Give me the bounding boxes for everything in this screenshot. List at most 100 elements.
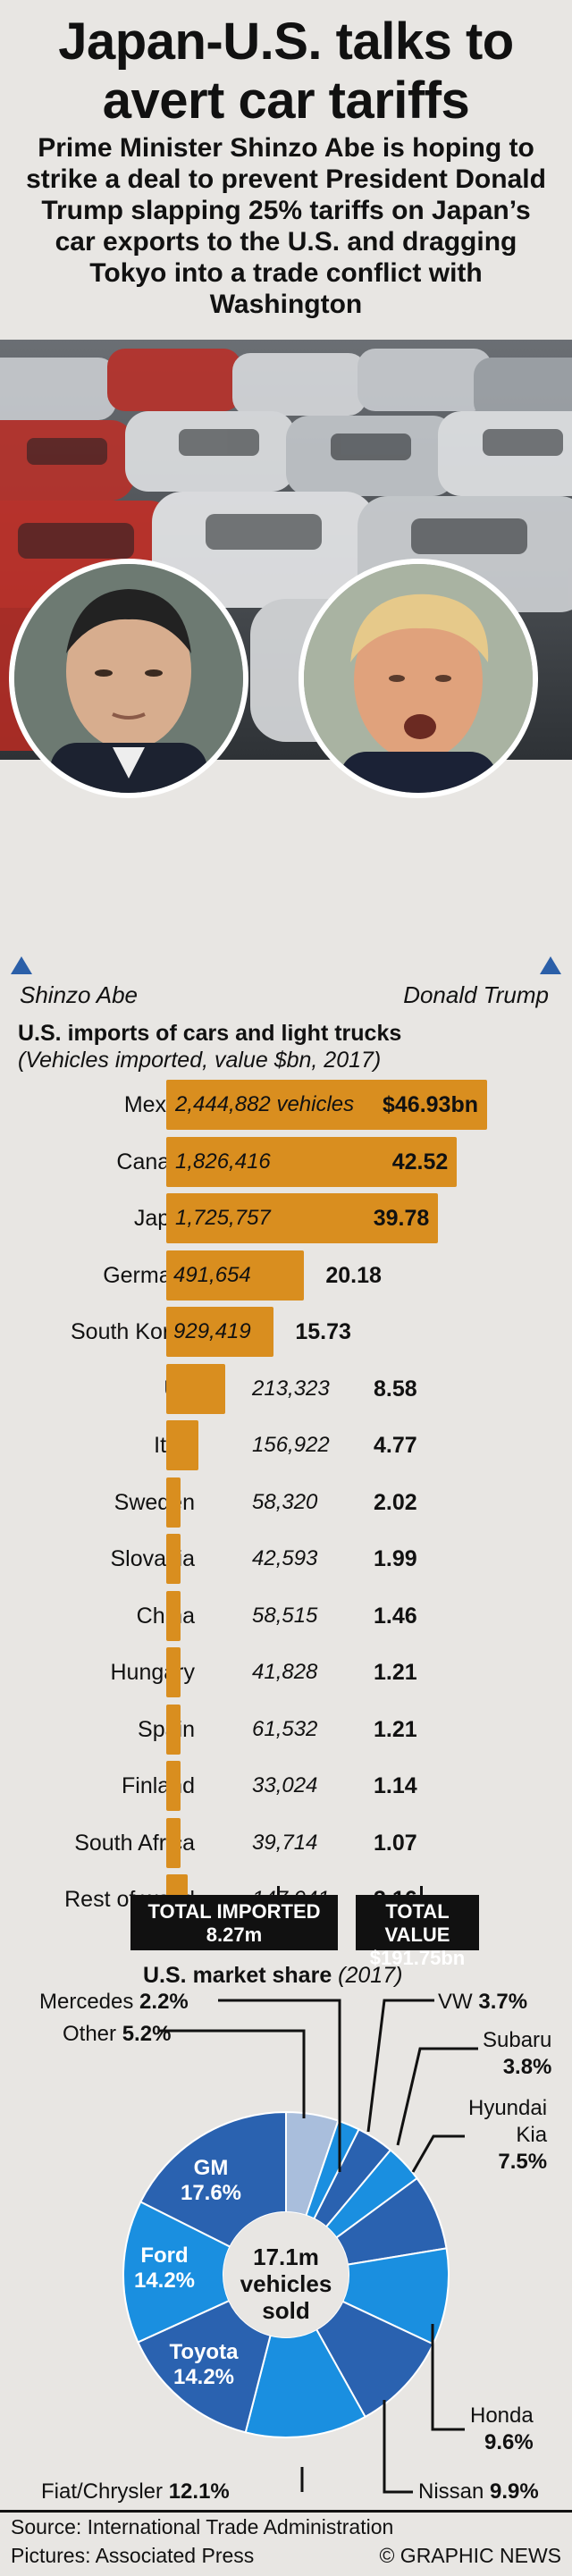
vehicles-label: 156,922 [252, 1433, 330, 1457]
pie-label-subaru: Subaru 3.8% [483, 2027, 551, 2081]
country-label: China [137, 1604, 195, 1629]
import-bar [166, 1420, 199, 1470]
country-label: Sweden [114, 1489, 195, 1515]
country-label: Hungary [110, 1660, 196, 1685]
imports-subtitle: (Vehicles imported, value $bn, 2017) [18, 1048, 382, 1073]
market-share-title-text: U.S. market share [143, 1963, 332, 1988]
bar-row-mexico: Mexico 2,444,882 vehicles $46.93bn [0, 1080, 572, 1130]
bar-row-japan: Japan 1,725,757 39.78 [0, 1193, 572, 1243]
import-bar [166, 1647, 181, 1697]
abe-portrait-illustration [14, 564, 243, 793]
import-bar [166, 1080, 487, 1130]
vw-value: 3.7% [478, 1990, 528, 2014]
vehicles-label: 33,024 [252, 1773, 318, 1797]
total-value-label: TOTAL VALUE [384, 1900, 450, 1946]
value-label: 1.99 [374, 1546, 417, 1571]
bar-row-hungary: Hungary 41,828 1.21 [0, 1647, 572, 1697]
kia-name: Kia [516, 2123, 548, 2147]
pie-center-text: 17.1m vehicles sold [232, 2243, 340, 2324]
value-label: 1.07 [374, 1830, 417, 1856]
trump-portrait [299, 559, 538, 798]
pie-inside-gm: GM 17.6% [175, 2156, 247, 2206]
import-bar [166, 1307, 274, 1357]
import-bar [166, 1250, 305, 1301]
vehicles-label: 41,828 [252, 1660, 318, 1684]
country-label: Slovakia [110, 1546, 196, 1571]
vehicles-label: 58,515 [252, 1603, 318, 1628]
other-value: 5.2% [122, 2022, 172, 2046]
pie-label-nissan: Nissan 9.9% [418, 2479, 539, 2504]
headline-line-2: avert car tariffs [102, 72, 470, 130]
abe-pointer-icon [11, 956, 32, 974]
vehicles-label: 61,532 [252, 1716, 318, 1741]
intro-text: Prime Minister Shinzo Abe is hoping to s… [26, 133, 546, 319]
value-label: 42.52 [391, 1149, 449, 1174]
total-imported-label: TOTAL IMPORTED [147, 1900, 321, 1923]
vehicles-label: 491,654 [173, 1262, 251, 1287]
total-value-box: TOTAL VALUE $191.75bn [356, 1895, 479, 1969]
bar-row-south-africa: South Africa 39,714 1.07 [0, 1817, 572, 1868]
imports-title: U.S. imports of cars and light trucks [18, 1021, 402, 1046]
import-bar [166, 1363, 225, 1414]
import-bar [166, 1817, 181, 1868]
honda-value: 9.6% [484, 2430, 534, 2454]
country-label: Finland [122, 1773, 195, 1798]
hyundai-name: Hyundai [468, 2096, 548, 2120]
pie-inside-ford: Ford 14.2% [129, 2243, 200, 2294]
pie-label-mercedes: Mercedes 2.2% [39, 1990, 189, 2015]
leader-line-vw [366, 1999, 434, 2133]
toyota-value: 14.2% [172, 2365, 235, 2389]
market-share-title: U.S. market share (2017) [143, 1963, 402, 1989]
pie-center-hole [223, 2212, 349, 2337]
value-label: 1.14 [374, 1773, 417, 1798]
total-value-value: $191.75bn [369, 1947, 466, 1969]
import-bar [166, 1590, 181, 1641]
mercedes-value: 2.2% [139, 1990, 189, 2014]
pie-slice-gm [139, 2110, 287, 2248]
subaru-name: Subaru [483, 2028, 552, 2052]
bar-row-sweden: Sweden 58,320 2.02 [0, 1477, 572, 1528]
bar-row-china: China 58,515 1.46 [0, 1590, 572, 1641]
value-label: 1.46 [374, 1603, 417, 1629]
leader-line-hyundai [411, 2134, 465, 2173]
vw-name: VW [438, 1990, 473, 2014]
import-bar [166, 1534, 181, 1584]
gm-value: 17.6% [180, 2181, 242, 2205]
pie-label-other: Other 5.2% [63, 2022, 171, 2047]
vehicles-label: 1,826,416 [175, 1149, 271, 1174]
fiat-name: Fiat/Chrysler [41, 2479, 164, 2504]
gm-name: GM [193, 2156, 229, 2180]
abe-caption: Shinzo Abe [20, 981, 139, 1008]
vehicles-label: 1,725,757 [175, 1206, 271, 1230]
footer-rule [0, 2510, 572, 2513]
leader-line-mercedes [218, 1999, 341, 2172]
leader-line-nissan [383, 2400, 413, 2494]
source-text: Source: International Trade Administrati… [11, 2515, 394, 2538]
total-imported-leader [277, 1886, 280, 1898]
pictures-text: Pictures: Associated Press [11, 2544, 255, 2567]
leader-line-subaru [396, 2047, 478, 2146]
pie-label-vw: VW 3.7% [438, 1990, 527, 2015]
value-label: 2.02 [374, 1489, 417, 1515]
pie-label-honda: Honda 9.6% [470, 2403, 534, 2456]
value-label: 1.21 [374, 1716, 417, 1742]
value-label: 20.18 [325, 1262, 382, 1288]
ford-value: 14.2% [133, 2269, 196, 2293]
center-line-1: 17.1m [253, 2243, 319, 2270]
import-bar [166, 1193, 439, 1243]
trump-caption: Donald Trump [403, 981, 549, 1008]
pie-label-fiat: Fiat/Chrysler 12.1% [41, 2479, 230, 2504]
graphic-news-credit: © GRAPHIC NEWS [379, 2544, 561, 2567]
bar-row-canada: Canada 1,826,416 42.52 [0, 1136, 572, 1187]
headline: Japan-U.S. talks to avert car tariffs [0, 13, 572, 130]
other-name: Other [63, 2022, 117, 2046]
pie-label-hyundai: Hyundai Kia 7.5% [468, 2095, 547, 2176]
honda-name: Honda [470, 2403, 534, 2428]
value-label: 1.21 [374, 1660, 417, 1685]
import-bar [166, 1136, 458, 1187]
value-label: 39.78 [373, 1206, 430, 1231]
value-label: $46.93bn [382, 1092, 478, 1117]
